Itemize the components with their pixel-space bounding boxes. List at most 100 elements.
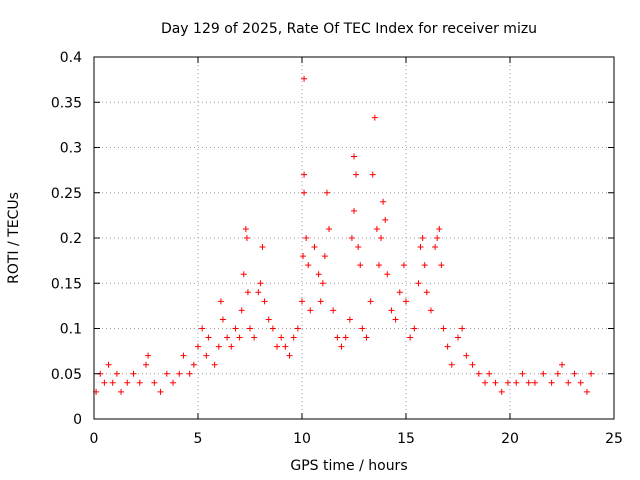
data-point [334,334,341,341]
data-point [261,298,268,305]
data-point [255,289,262,296]
y-axis-label: ROTI / TECUs [6,192,22,284]
data-point [388,307,395,314]
chart-title: Day 129 of 2025, Rate Of TEC Index for r… [161,21,537,37]
data-point [403,298,409,305]
data-point [463,352,470,359]
data-point [355,244,362,251]
y-tick-label: 0.1 [60,322,82,338]
data-point [342,334,349,341]
data-point [232,325,239,332]
y-tick-label: 0.3 [60,141,82,157]
data-point [301,171,308,178]
data-point [357,262,364,269]
y-tick-label: 0.4 [60,50,82,66]
data-point [375,262,382,269]
data-point [492,379,499,386]
data-point [323,189,330,196]
data-point [396,289,403,296]
data-point [384,271,391,278]
data-point [475,370,482,377]
data-point [286,352,293,359]
data-point [145,352,152,359]
data-point [367,298,374,305]
data-point [195,343,201,350]
data-point [315,271,322,278]
y-tick-label: 0.2 [60,231,82,247]
y-tick-label: 0.15 [51,276,82,292]
data-point [455,334,461,341]
data-point [415,280,422,287]
data-point [321,253,328,260]
data-point [151,379,158,386]
data-point [124,379,131,386]
data-point [577,379,584,386]
data-point [548,379,555,386]
data-point [438,262,445,269]
data-point [353,171,360,178]
data-point [440,325,447,332]
data-point [217,298,224,305]
data-point [519,370,526,377]
data-point [274,343,281,350]
data-point [378,235,385,241]
data-point [588,370,595,377]
data-point [109,379,116,386]
x-tick-label: 0 [90,431,99,447]
data-point [554,370,561,377]
data-point [282,343,289,350]
data-point [130,370,137,377]
data-point [265,316,272,323]
y-tick-label: 0 [73,412,82,428]
data-point [348,235,355,241]
data-point [163,370,170,377]
data-point [311,244,318,251]
data-point [224,334,231,341]
data-point [236,334,243,341]
data-point [531,379,538,386]
data-point [244,289,251,296]
data-point [228,343,235,350]
data-point [215,343,222,350]
data-point [351,153,357,160]
data-point [105,361,112,368]
data-point [373,225,380,232]
data-point [421,262,428,269]
data-point [186,370,193,377]
data-points [93,75,595,395]
data-point [118,388,125,395]
x-tick-label: 15 [397,431,415,447]
data-point [157,388,164,395]
data-point [170,379,177,386]
data-point [307,307,314,314]
data-point [448,361,455,368]
x-tick-label: 10 [293,431,311,447]
data-point [317,298,324,305]
data-point [259,244,266,251]
data-point [417,244,424,251]
data-point [338,343,345,350]
data-point [504,379,511,386]
data-point [238,307,245,314]
data-point [459,325,466,332]
data-point [371,114,378,121]
data-point [330,307,337,314]
data-point [432,244,439,251]
data-point [363,334,370,341]
data-point [565,379,572,386]
y-tick-label: 0.05 [51,367,82,383]
data-point [205,334,212,341]
data-point [219,316,226,323]
data-point [211,361,218,368]
data-point [247,325,253,332]
data-point [411,325,418,332]
data-point [243,235,250,241]
tick-labels: 0 5 10 15 20 25 0 0.05 0.1 0.15 0.2 0.25 0.3 0.35 0.4 [51,50,623,447]
data-point [540,370,547,377]
data-point [319,280,326,287]
data-point [407,334,414,341]
y-tick-label: 0.35 [51,95,82,111]
data-point [326,225,333,232]
data-point [240,271,247,278]
